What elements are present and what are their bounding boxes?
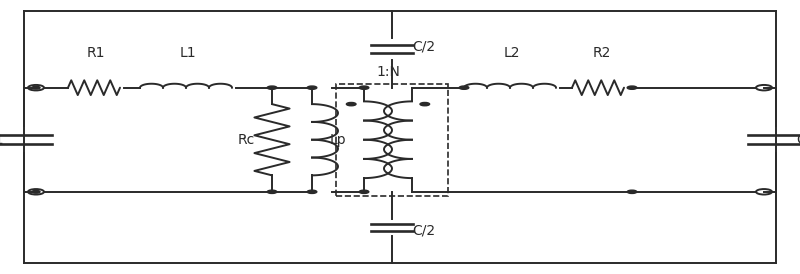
Circle shape	[32, 86, 40, 89]
Text: 1:N: 1:N	[376, 65, 400, 79]
Text: Lp: Lp	[330, 133, 346, 147]
Circle shape	[359, 86, 369, 89]
Bar	[336, 84, 448, 196]
Circle shape	[267, 190, 277, 193]
Circle shape	[346, 102, 356, 106]
Text: C1: C1	[0, 133, 4, 147]
Text: L2: L2	[504, 46, 520, 60]
Circle shape	[307, 86, 317, 89]
Text: C/2: C/2	[412, 39, 435, 54]
Text: C2: C2	[796, 133, 800, 147]
Circle shape	[420, 102, 430, 106]
Circle shape	[459, 86, 469, 89]
Text: R2: R2	[593, 46, 611, 60]
Text: L1: L1	[180, 46, 196, 60]
Circle shape	[359, 190, 369, 193]
Circle shape	[627, 190, 637, 193]
Circle shape	[627, 86, 637, 89]
Circle shape	[267, 86, 277, 89]
Text: Rc: Rc	[237, 133, 254, 147]
Text: R1: R1	[86, 46, 106, 60]
Text: C/2: C/2	[412, 223, 435, 237]
Circle shape	[32, 190, 40, 193]
Circle shape	[307, 190, 317, 193]
